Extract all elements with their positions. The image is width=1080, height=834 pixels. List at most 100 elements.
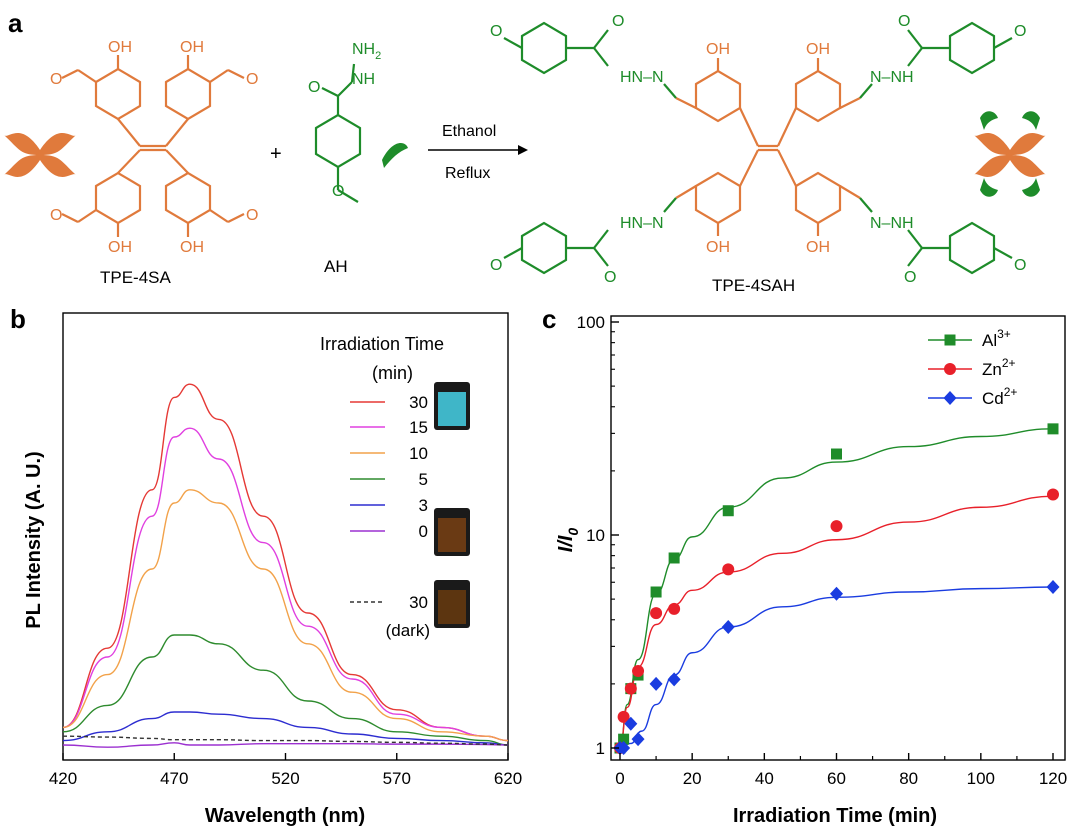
reaction-arrow [428,145,528,155]
atom-oh: OH [180,39,204,56]
atom-o: O [308,79,320,96]
data-point-cd [830,586,843,601]
atom-o: O [332,183,344,200]
ah-fragment-icon [382,143,408,168]
legend-label: 10 [409,444,428,463]
legend-label: Cd2+ [982,385,1017,408]
data-point-cd [1046,579,1060,594]
x-tick-label: 570 [383,769,411,788]
atom-oh: OH [108,39,132,56]
panel-a-label: a [8,8,23,38]
atom-nh2: NH2 [352,41,381,62]
pl-curve-1 [62,383,509,742]
atom-o: O [1014,23,1026,40]
panel-b-x-ticks: 420 470 520 570 620 [49,753,522,788]
atom-o: O [612,13,624,30]
x-tick-label: 80 [899,769,918,788]
atom-hn-n: HN–N [620,69,664,86]
atom-oh: OH [706,41,730,58]
reactant1-name: TPE-4SA [100,268,172,287]
data-point-cd [617,741,631,755]
panel-b-pl-spectra: b 420 470 520 570 620 Wavelength (nm) PL Int… [10,304,522,827]
data-point-zn [632,664,645,677]
x-tick-label: 420 [49,769,77,788]
legend-label: 0 [419,522,428,541]
data-point-zn [722,563,735,576]
atom-o: O [50,71,62,88]
atom-oh: OH [806,41,830,58]
panel-c-label: c [542,304,556,334]
panel-a-scheme: a [4,8,1046,295]
x-tick-label: 100 [967,769,995,788]
data-point-zn [668,602,681,615]
atom-hn-n: HN–N [620,215,664,232]
x-tick-label: 470 [160,769,188,788]
data-point-zn [830,520,843,533]
atom-n-nh: N–NH [870,69,914,86]
pl-curve-3 [62,489,509,742]
atom-o: O [50,207,62,224]
panel-b-series [62,383,509,748]
plus-sign: + [270,143,282,165]
x-tick-label: 120 [1039,769,1067,788]
fit-curve-al [619,428,1054,749]
atom-o: O [490,257,502,274]
fit-curve-zn [619,495,1054,749]
pl-curve-6 [62,742,509,748]
atom-nh: NH [352,71,375,88]
data-point-zn [624,682,637,695]
legend-units: (min) [372,363,413,383]
atom-o: O [246,71,258,88]
vial-emission-dark-2 [438,590,466,624]
product-name: TPE-4SAH [712,276,795,295]
data-point-al [722,505,734,517]
ah-structure [314,63,362,203]
legend-label: 5 [419,470,428,489]
panel-c-points [613,423,1060,755]
legend-label: 30 [409,393,428,412]
panel-c-x-axis-label: Irradiation Time (min) [733,805,937,827]
data-point-al [831,448,842,460]
legend-marker-square [944,334,956,346]
tpe-4sa-atom-labels: OH OH OH OH O O O O [50,39,258,256]
reactant2-name: AH [324,257,348,276]
x-tick-label: 620 [494,769,522,788]
data-point-al [1047,423,1059,435]
panel-c-plot-frame [610,315,1066,761]
data-point-cd [667,672,681,687]
x-tick-label: 60 [827,769,846,788]
data-point-cd [631,732,645,747]
tpe-4sah-atom-labels: OH OH OH OH HN–N N–NH HN–N N–NH O O O O … [490,13,1026,286]
tpe-aggregation-icon-right [974,111,1046,197]
data-point-zn [617,710,630,723]
y-tick-label: 10 [586,526,605,545]
legend-label: (dark) [386,621,430,640]
atom-oh: OH [108,239,132,256]
atom-o: O [490,23,502,40]
x-tick-label: 40 [755,769,774,788]
x-tick-label: 20 [683,769,702,788]
atom-o: O [898,13,910,30]
atom-o: O [904,269,916,286]
atom-o: O [1014,257,1026,274]
tpe-aggregation-icon-left [4,133,76,177]
data-point-al [650,586,662,598]
panel-c-y-axis-label: I/I0 [555,528,581,553]
data-point-al [668,552,680,564]
atom-oh: OH [806,239,830,256]
legend-label: Al3+ [982,327,1011,350]
x-tick-label: 520 [271,769,299,788]
y-tick-label: 1 [596,739,605,758]
data-point-zn [1047,488,1059,501]
x-tick-label: 0 [615,769,624,788]
ah-atom-labels: NH2 NH O O [308,41,381,200]
atom-oh: OH [180,239,204,256]
panel-b-x-axis-label: Wavelength (nm) [205,805,365,827]
panel-b-label: b [10,304,26,334]
data-point-cd [624,716,638,731]
